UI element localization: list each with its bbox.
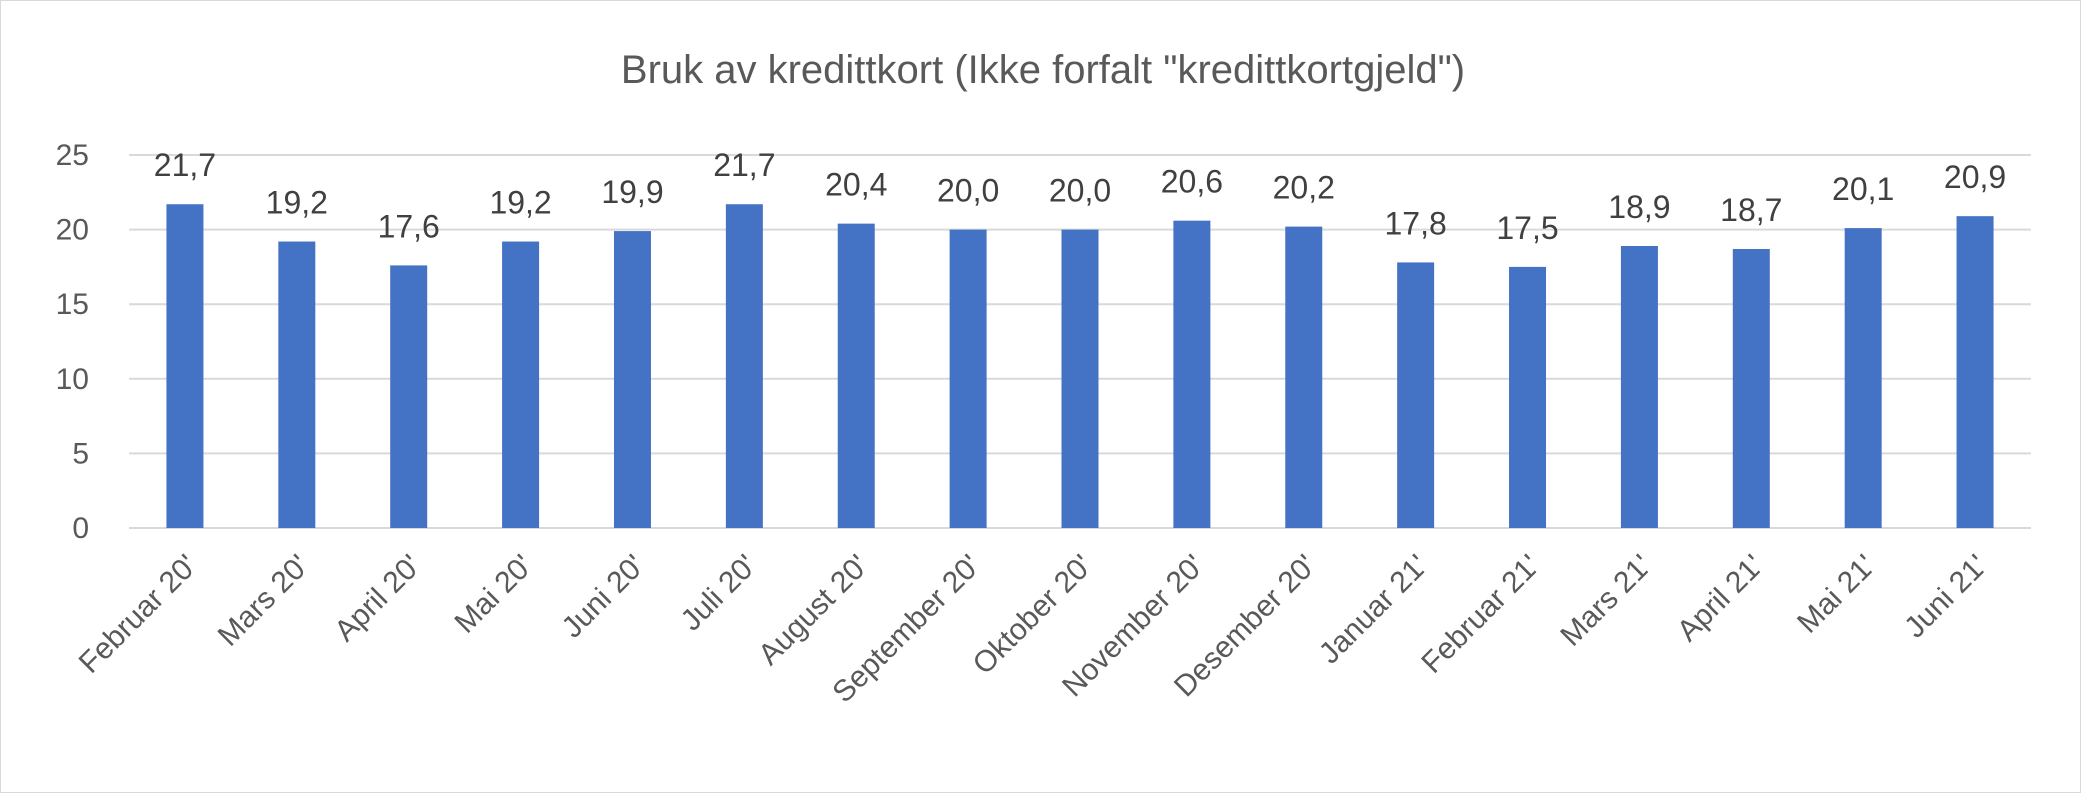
y-tick-label: 15	[56, 288, 89, 321]
bar	[1620, 246, 1658, 528]
x-category-label: Mars 20'	[212, 549, 316, 653]
x-category-label: Juli 20'	[675, 549, 764, 638]
data-label: 20,1	[1832, 171, 1894, 207]
y-axis-tick-labels: 0 5 10 15 20 25	[56, 139, 89, 545]
y-tick-label: 10	[56, 363, 89, 396]
x-category-label: Juni 20'	[556, 549, 652, 645]
bar	[837, 223, 875, 528]
data-label: 17,5	[1496, 210, 1558, 246]
data-label: 19,2	[266, 185, 328, 221]
bar	[390, 265, 428, 528]
bar	[1397, 262, 1435, 528]
data-label: 20,0	[937, 173, 999, 209]
data-labels: 21,7 19,2 17,6 19,2 19,9 21,7 20,4 20,0 20,0 20,6…	[154, 147, 2006, 246]
x-category-label: Mai 21'	[1791, 549, 1882, 640]
data-label: 21,7	[154, 147, 216, 183]
data-label: 20,4	[825, 167, 887, 203]
x-axis-category-labels: Februar 20' Mars 20' April 20' Mai 20' Juni …	[73, 549, 1994, 710]
x-category-label: August 20'	[752, 549, 875, 672]
x-category-label: Februar 20'	[73, 549, 204, 680]
bar	[1956, 216, 1994, 528]
y-tick-label: 0	[72, 512, 89, 545]
bar	[166, 204, 204, 528]
x-category-label: Mai 20'	[448, 549, 539, 640]
data-label: 20,6	[1161, 164, 1223, 200]
bar	[1285, 226, 1323, 528]
bar	[1173, 220, 1211, 528]
data-label: 20,9	[1944, 159, 2006, 195]
data-label: 21,7	[713, 147, 775, 183]
y-tick-label: 5	[72, 437, 89, 470]
bar	[725, 204, 763, 528]
bar	[1509, 266, 1547, 528]
data-label: 20,0	[1049, 173, 1111, 209]
bars	[166, 204, 1994, 529]
bar	[613, 231, 651, 529]
data-label: 17,8	[1385, 205, 1447, 241]
y-tick-label: 20	[56, 214, 89, 247]
bar	[502, 241, 540, 528]
data-label: 19,2	[489, 185, 551, 221]
x-category-label: Juni 21'	[1898, 549, 1994, 645]
data-label: 20,2	[1273, 170, 1335, 206]
data-label: 18,9	[1608, 189, 1670, 225]
x-category-label: Februar 21'	[1415, 549, 1546, 680]
bar	[1732, 248, 1770, 528]
x-category-label: April 20'	[328, 549, 427, 648]
x-category-label: Mars 21'	[1554, 549, 1658, 653]
data-label: 18,7	[1720, 192, 1782, 228]
x-category-label: April 21'	[1671, 549, 1770, 648]
data-label: 19,9	[601, 174, 663, 210]
chart-title: Bruk av kredittkort (Ikke forfalt "kredi…	[621, 48, 1465, 92]
bar	[1844, 228, 1882, 528]
bar	[949, 229, 987, 528]
data-label: 17,6	[378, 208, 440, 244]
x-category-label: Januar 21'	[1313, 549, 1435, 671]
bar	[278, 241, 316, 528]
y-tick-label: 25	[56, 139, 89, 172]
bar	[1061, 229, 1099, 528]
